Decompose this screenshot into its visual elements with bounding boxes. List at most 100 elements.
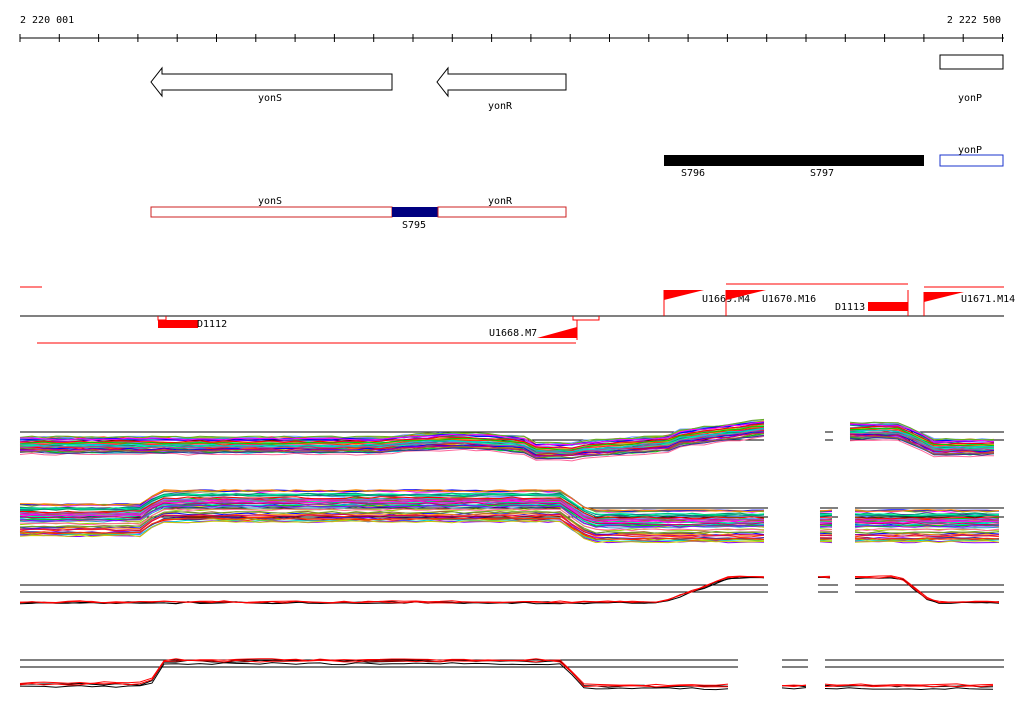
gene-label-yons: yonS: [258, 93, 282, 104]
expression-profile-line: [849, 425, 995, 445]
expression-profile-line: [19, 517, 765, 540]
axis-end-label: 2 222 500: [947, 15, 1001, 26]
expression-profile-line: [19, 505, 765, 529]
expression-profile-line: [824, 683, 994, 686]
expression-profile-line: [19, 575, 765, 604]
feature-wedge-u1671[interactable]: [924, 292, 964, 302]
expression-profile-line: [824, 687, 994, 691]
expression-profile-line: [781, 687, 807, 690]
expression-profile-line: [849, 439, 995, 458]
expression-profile-line: [819, 529, 833, 532]
feature-wedge-u1670[interactable]: [726, 290, 766, 300]
expression-profile-line: [854, 575, 1000, 604]
expression-profile-line: [854, 514, 1000, 518]
expression-profile-line: [824, 684, 994, 688]
segment-yonr[interactable]: [437, 206, 567, 218]
expression-profile-line: [19, 510, 765, 534]
segment-label-yons: yonS: [258, 196, 282, 207]
expression-profile-line: [849, 434, 994, 454]
expression-profile-line: [819, 523, 833, 525]
expression-profile-line: [819, 534, 833, 537]
expression-profile-line: [819, 514, 833, 517]
expression-profile-line: [854, 576, 1000, 603]
segment-yonp[interactable]: [939, 154, 1004, 167]
expression-profile-line: [19, 499, 765, 523]
gene-arrow-yons[interactable]: [150, 66, 393, 98]
segment-label-yonp: yonP: [958, 145, 982, 156]
segment-label-s796: S796: [681, 168, 705, 179]
expression-profile-line: [20, 513, 765, 537]
expression-profile-line: [19, 662, 729, 691]
expression-profile-line: [19, 432, 765, 459]
expression-profile-line: [19, 432, 765, 457]
expression-profile-line: [20, 510, 765, 534]
expression-profile-line: [19, 659, 729, 688]
expression-profile-line: [19, 520, 765, 544]
expression-profile-line: [819, 509, 833, 512]
feature-bracket-u1668: [572, 316, 600, 321]
expression-panel-1: [19, 418, 1004, 462]
segment-s796-s797[interactable]: [664, 155, 924, 166]
expression-profile-line: [19, 494, 765, 518]
expression-profile-line: [19, 576, 765, 605]
expression-profile-line: [19, 575, 765, 604]
expression-profile-line: [819, 511, 833, 513]
expression-profile-line: [19, 497, 765, 521]
expression-profile-line: [20, 659, 729, 688]
feature-block-d1112[interactable]: [158, 320, 198, 328]
segment-label-yonr: yonR: [488, 196, 513, 207]
expression-profile-line: [19, 429, 765, 454]
expression-profile-line: [19, 502, 765, 526]
gene-arrow-yonr[interactable]: [436, 66, 567, 98]
gene-box-yonp[interactable]: [939, 54, 1004, 70]
coordinate-ruler: 2 220 001 2 222 500: [19, 15, 1004, 42]
expression-profile-line: [19, 504, 765, 528]
expression-profile-line: [854, 520, 1000, 524]
expression-profile-line: [854, 509, 1000, 513]
expression-profile-line: [19, 435, 765, 462]
gene-label-yonp: yonP: [958, 93, 982, 104]
expression-profile-line: [19, 498, 765, 522]
expression-profile-line: [849, 431, 995, 451]
axis-ticks: [19, 34, 1003, 42]
expression-profile-line: [854, 522, 1000, 526]
expression-profile-line: [849, 435, 995, 455]
feature-bracket-d1112: [157, 316, 167, 321]
expression-profile-line: [849, 428, 995, 448]
axis-start-label: 2 220 001: [20, 15, 74, 26]
expression-profile-line: [19, 426, 765, 451]
expression-profile-line: [19, 658, 729, 687]
segment-s795[interactable]: [392, 207, 438, 217]
expression-profile-line: [817, 575, 831, 578]
expression-profile-line: [19, 508, 765, 532]
expression-profile-line: [819, 513, 833, 516]
expression-profile-line: [854, 534, 1000, 537]
expression-panel-3: [19, 575, 1004, 605]
expression-profile-line: [849, 429, 995, 448]
expression-profile-line: [19, 418, 765, 445]
segment-label-s797: S797: [810, 168, 834, 179]
expression-profile-line: [19, 422, 765, 449]
feature-label-d1113: D1113: [835, 302, 865, 313]
expression-profiles: [19, 418, 1004, 691]
expression-profile-line: [781, 684, 807, 688]
expression-profile-line: [819, 518, 833, 521]
expression-profile-line: [855, 518, 1000, 522]
expression-panel-2: [19, 489, 1004, 544]
expression-profile-line: [819, 532, 833, 535]
feature-block-d1113[interactable]: [868, 302, 908, 311]
feature-track: D1112 U1668.M7 U1669.M4 U1670.M16 D1113 …: [20, 283, 1015, 344]
expression-profile-line: [854, 516, 1000, 520]
expression-profile-line: [819, 525, 833, 528]
expression-profile-line: [854, 528, 1000, 532]
expression-panel-4: [19, 658, 1004, 691]
expression-profile-line: [20, 427, 765, 453]
expression-profile-line: [854, 525, 1000, 528]
gene-label-yonr: yonR: [488, 101, 513, 112]
segment-yons[interactable]: [150, 206, 393, 218]
feature-wedge-u1668[interactable]: [537, 327, 577, 338]
expression-profile-line: [819, 520, 833, 522]
feature-label-u1668: U1668.M7: [489, 328, 537, 339]
expression-profile-line: [19, 435, 765, 460]
feature-wedge-u1669[interactable]: [664, 290, 704, 300]
